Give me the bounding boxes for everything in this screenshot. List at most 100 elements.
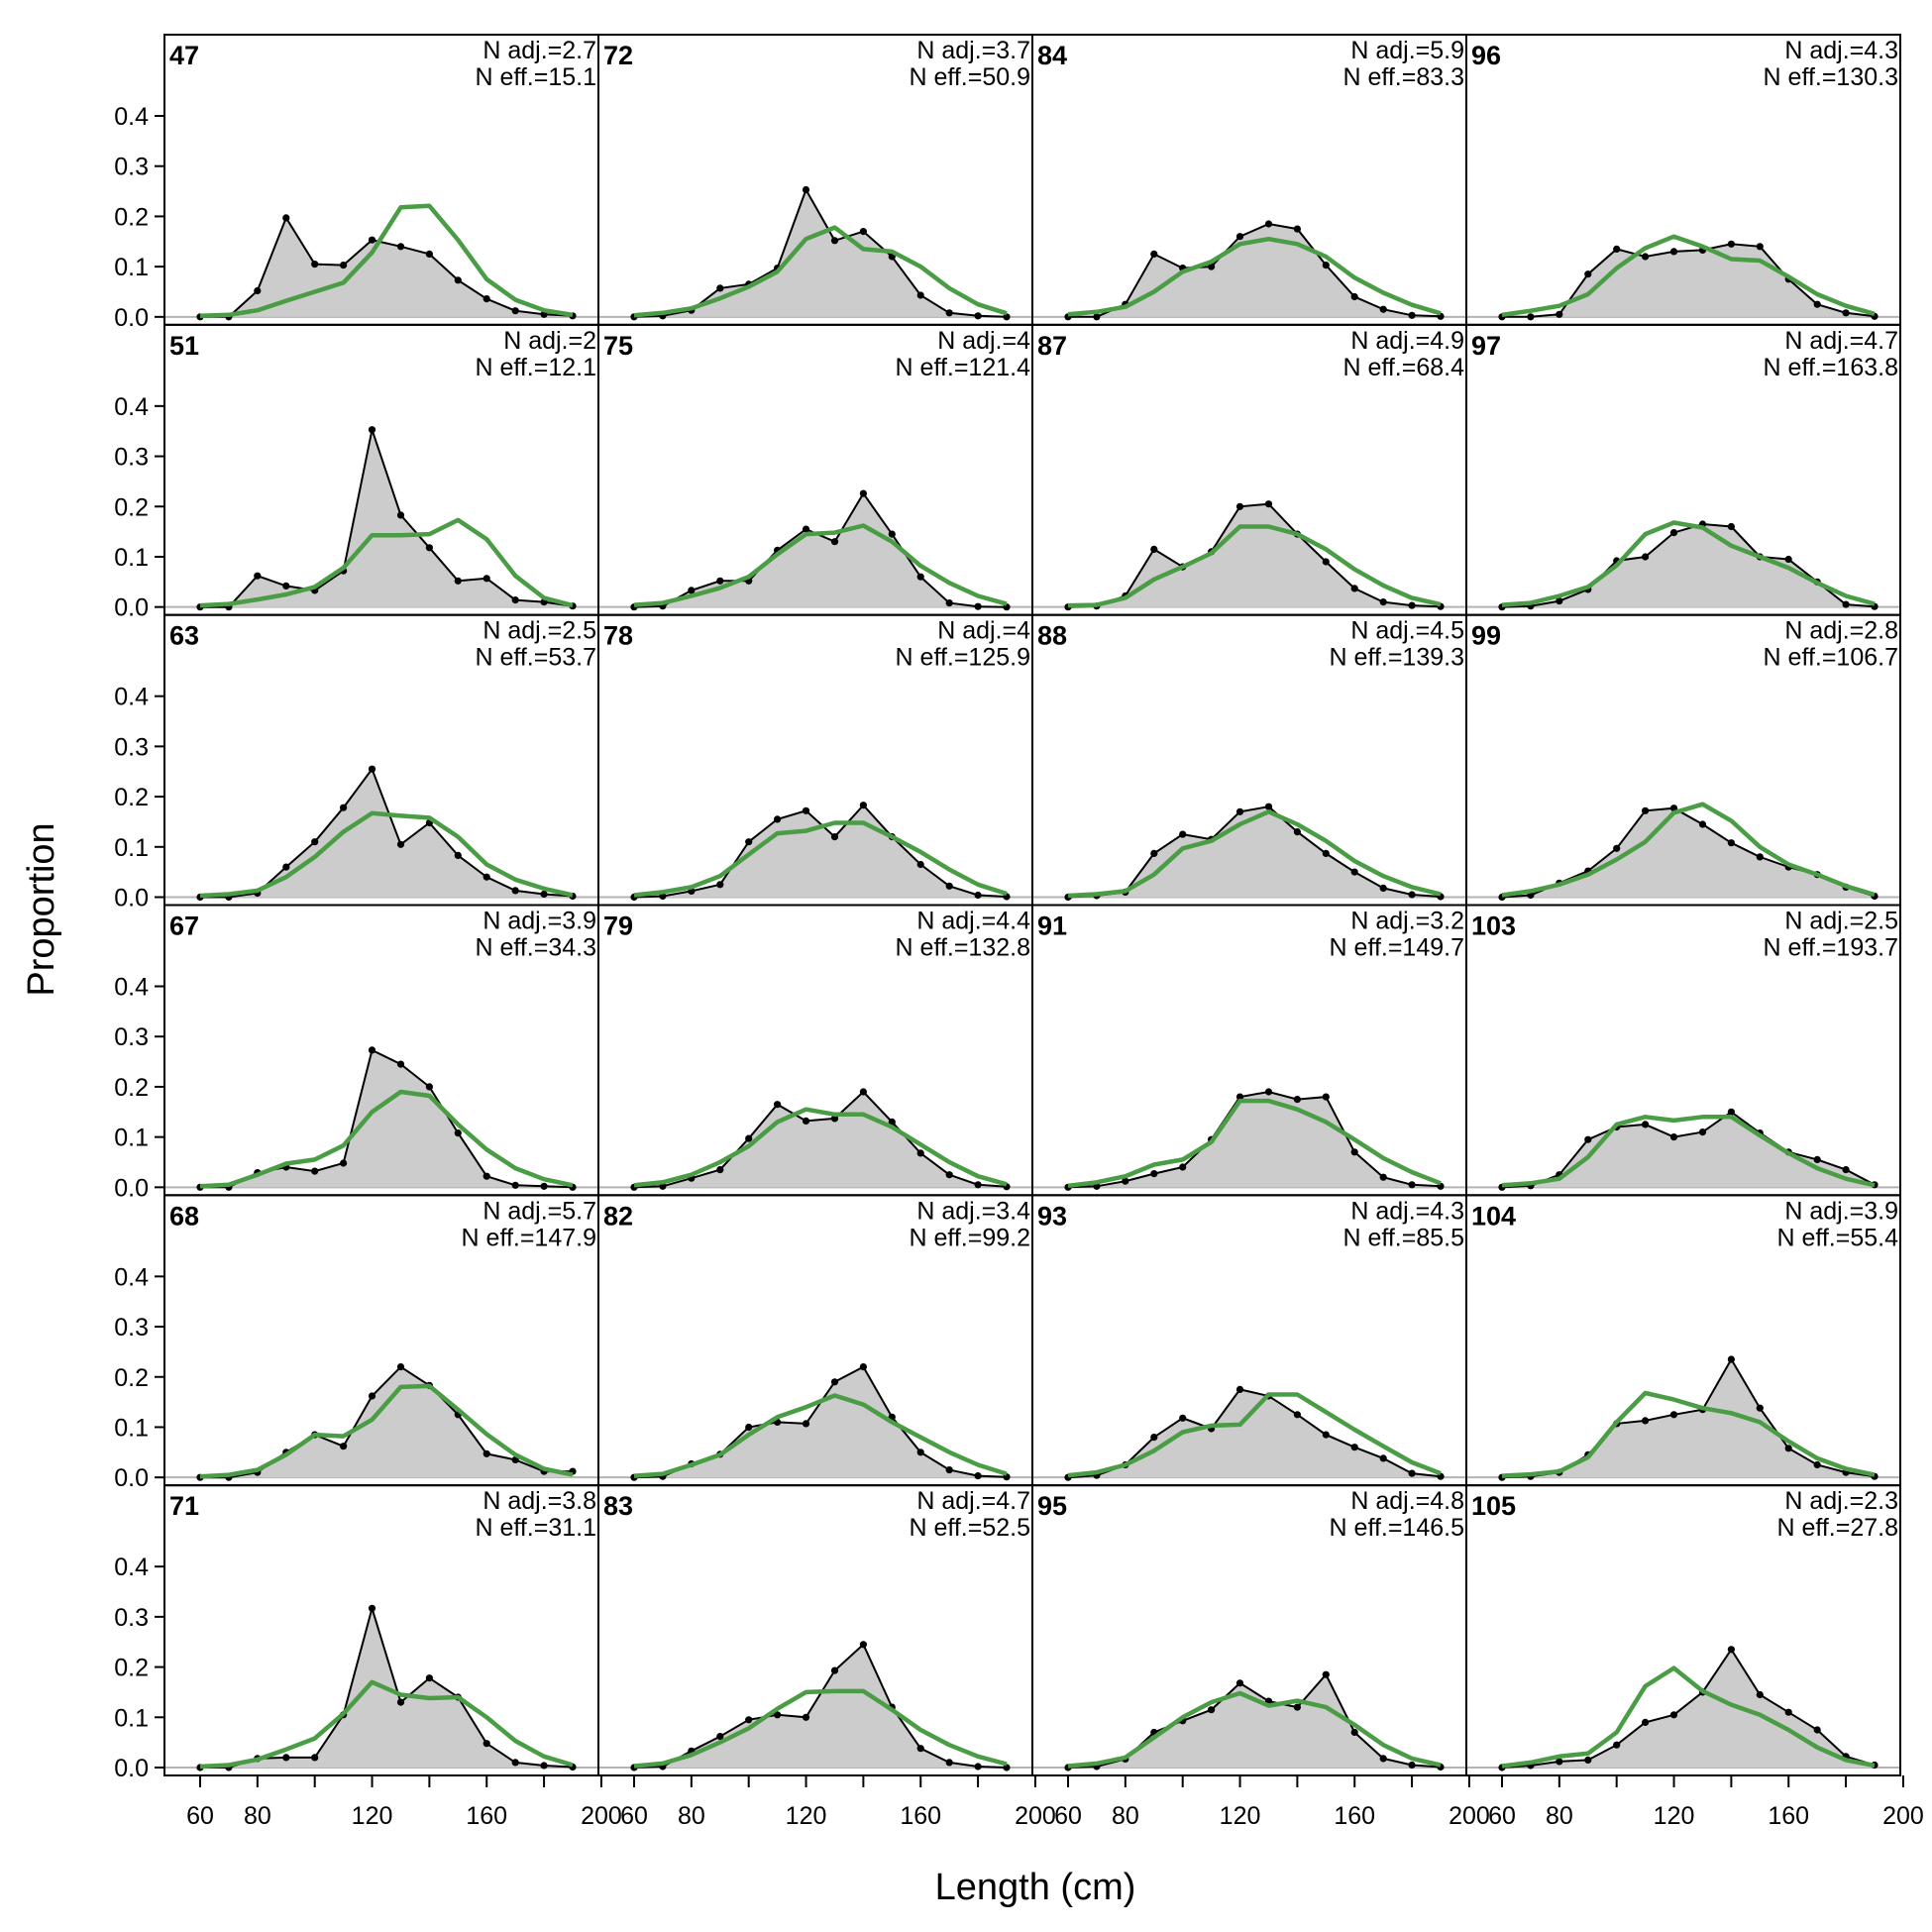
observed-point (340, 1159, 348, 1167)
observed-point (1842, 309, 1850, 317)
observed-point (254, 572, 262, 580)
expected-line (633, 1393, 1008, 1478)
n-adj-label: N adj.=2.8 (1784, 617, 1898, 645)
panel-title: 51 (169, 331, 199, 361)
n-eff-label: N eff.=31.1 (475, 1514, 596, 1542)
y-tick-label: 0.1 (114, 1125, 149, 1152)
observed-point (1208, 263, 1216, 270)
observed-point (1293, 225, 1301, 233)
expected-line (199, 810, 574, 899)
panel-title: 68 (169, 1201, 199, 1231)
n-eff-label: N eff.=149.7 (1330, 934, 1464, 962)
n-adj-label: N adj.=4.3 (1784, 37, 1898, 64)
panel: 72 N adj.=3.7N eff.=50.9 (597, 34, 1033, 326)
panel-title: 78 (603, 621, 633, 651)
panel-title: 71 (169, 1491, 199, 1521)
x-tick-label: 80 (1112, 1802, 1139, 1830)
observed-line (1067, 805, 1442, 899)
panel-title: 87 (1037, 331, 1067, 361)
panel-title: 93 (1037, 1201, 1067, 1231)
observed-point (368, 1392, 376, 1400)
expected-line (199, 1679, 574, 1770)
observed-point (1727, 1646, 1735, 1654)
observed-point (340, 1443, 348, 1450)
expected-line (633, 225, 1008, 318)
observed-point (1408, 601, 1416, 609)
n-eff-label: N eff.=27.8 (1776, 1514, 1898, 1542)
panel-title: 88 (1037, 621, 1067, 651)
expected-line (1067, 1690, 1442, 1769)
observed-point (945, 882, 953, 890)
x-tick-label: 60 (620, 1802, 648, 1830)
n-adj-label: N adj.=2.5 (1784, 908, 1898, 935)
observed-point (1293, 1411, 1301, 1419)
observed-point (945, 1466, 953, 1474)
n-eff-label: N eff.=15.1 (475, 63, 596, 91)
observed-point (311, 838, 319, 846)
observed-point (1350, 1444, 1358, 1451)
n-adj-label: N adj.=4.3 (1350, 1197, 1464, 1225)
n-eff-label: N eff.=55.4 (1776, 1224, 1898, 1251)
x-tick-label: 160 (466, 1802, 507, 1830)
y-tick-label: 0.4 (114, 1263, 149, 1291)
observed-area (200, 429, 573, 607)
observed-point (1727, 1355, 1735, 1363)
observed-point (1784, 555, 1792, 564)
n-eff-label: N eff.=130.3 (1764, 63, 1898, 91)
expected-line (199, 203, 574, 319)
panel-title: 104 (1471, 1201, 1516, 1231)
observed-point (1784, 1445, 1792, 1452)
observed-point (1150, 1170, 1158, 1178)
observed-point (859, 489, 868, 497)
y-tick-label: 0.1 (114, 544, 149, 572)
n-eff-label: N eff.=193.7 (1764, 934, 1898, 962)
panel: 91 N adj.=3.2N eff.=149.7 (1031, 904, 1467, 1197)
observed-point (1613, 844, 1621, 852)
observed-point (1264, 500, 1273, 508)
panel-title: 83 (603, 1491, 633, 1521)
panel-title: 91 (1037, 912, 1067, 941)
observed-point (1842, 1166, 1850, 1174)
x-tick-label: 200 (581, 1802, 622, 1830)
y-tick-label: 0.0 (114, 594, 149, 622)
observed-point (1584, 1756, 1592, 1764)
panel-title: 82 (603, 1201, 633, 1231)
observed-point (745, 1134, 753, 1142)
x-tick-label: 120 (352, 1802, 393, 1830)
y-tick-label: 0.0 (114, 1464, 149, 1492)
x-tick-label: 160 (1334, 1802, 1375, 1830)
y-tick-label: 0.4 (114, 684, 149, 711)
n-adj-label: N adj.=4.7 (916, 1487, 1030, 1515)
observed-point (1669, 529, 1678, 537)
observed-point (1727, 522, 1735, 531)
n-eff-label: N eff.=106.7 (1764, 644, 1898, 672)
observed-point (745, 1423, 753, 1432)
y-tick-label: 0.2 (114, 1655, 149, 1682)
y-tick-label: 0.1 (114, 254, 149, 281)
n-adj-label: N adj.=4 (937, 327, 1030, 355)
observed-point (425, 544, 433, 552)
y-tick-label: 0.2 (114, 203, 149, 231)
observed-point (1556, 310, 1563, 318)
observed-point (1264, 803, 1273, 810)
n-eff-label: N eff.=68.4 (1342, 354, 1464, 381)
observed-line (633, 1090, 1008, 1189)
observed-area (1502, 807, 1875, 898)
expected-line (1501, 520, 1876, 607)
observed-point (830, 1666, 839, 1674)
y-tick-label: 0.2 (114, 1074, 149, 1102)
observed-point (511, 307, 519, 315)
x-tick-label: 60 (186, 1802, 214, 1830)
n-eff-label: N eff.=85.5 (1342, 1224, 1464, 1251)
panel: 63 N adj.=2.5N eff.=53.7 (163, 613, 599, 907)
n-adj-label: N adj.=4.5 (1350, 617, 1464, 645)
expected-line (1501, 1665, 1876, 1769)
x-tick-label: 160 (1768, 1802, 1809, 1830)
observed-point (1756, 853, 1764, 861)
x-tick-label: 60 (1054, 1802, 1082, 1830)
observed-point (1179, 830, 1187, 838)
observed-point (1350, 1728, 1358, 1737)
expected-line (1067, 1098, 1442, 1189)
panel: 84 N adj.=5.9N eff.=83.3 (1031, 34, 1467, 326)
x-tick-label: 60 (1488, 1802, 1516, 1830)
